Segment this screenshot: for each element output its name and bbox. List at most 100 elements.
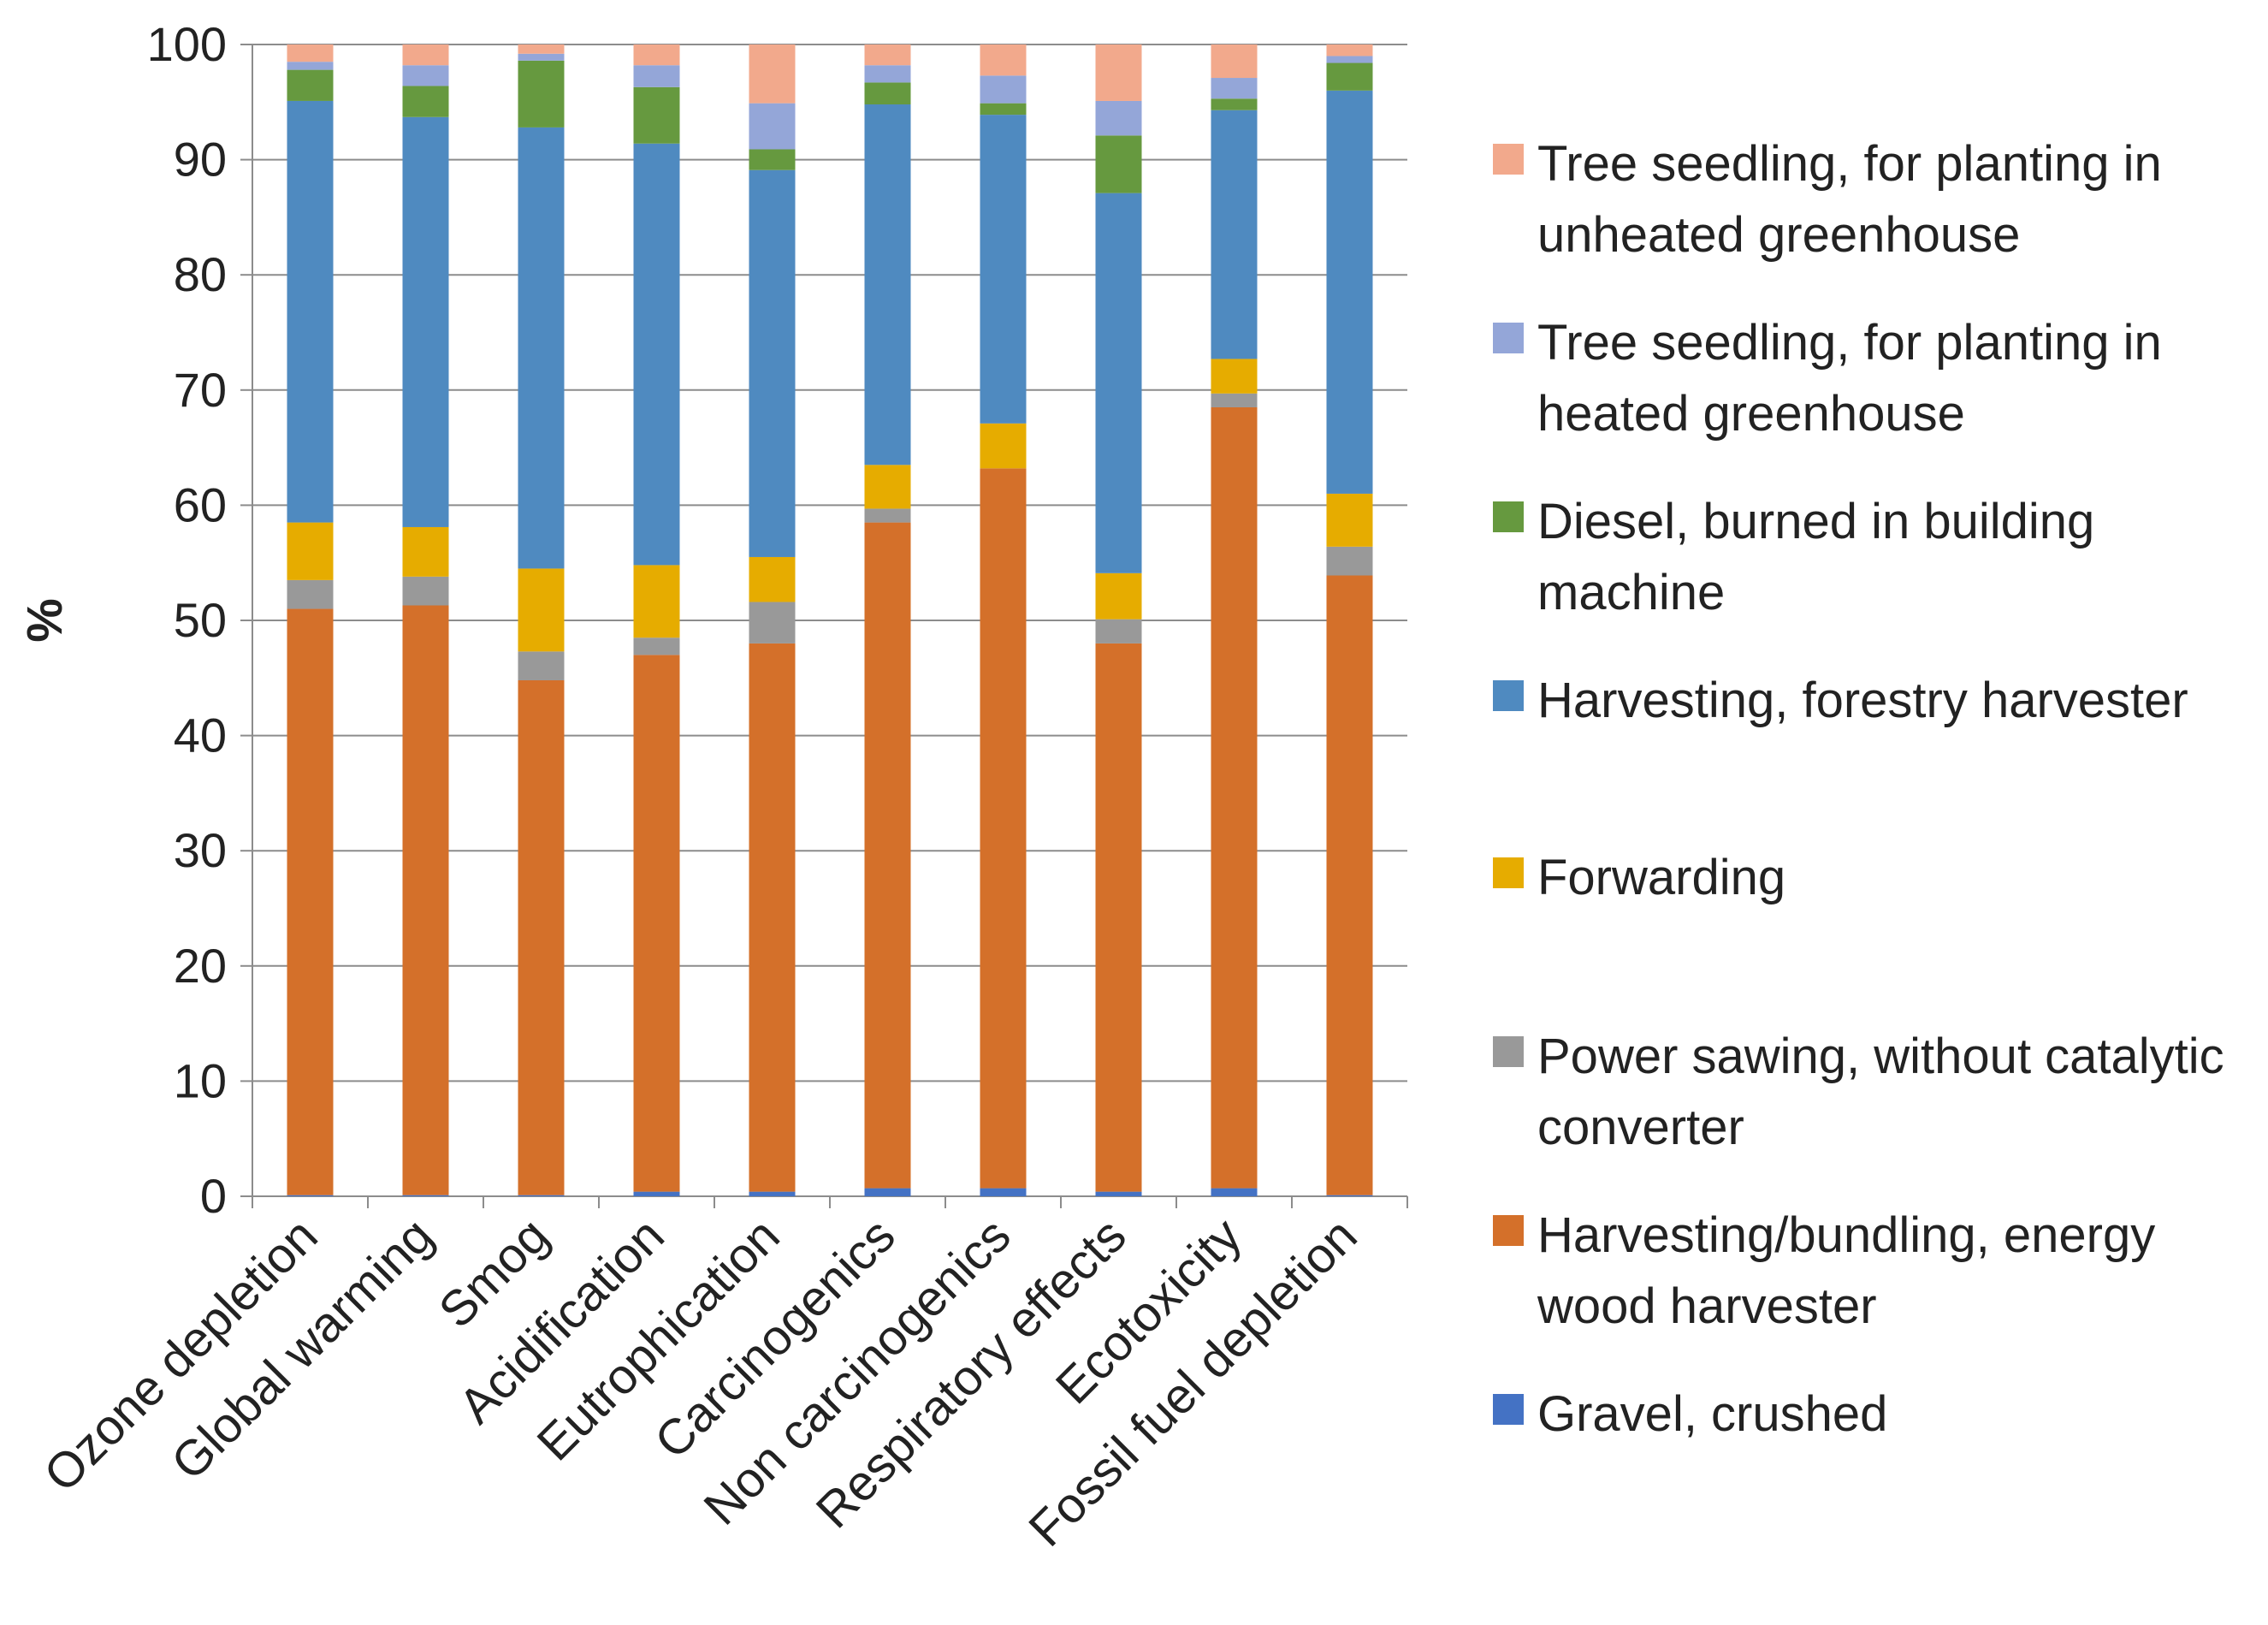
- bar-segment: [1211, 359, 1258, 394]
- bar-segment: [518, 651, 565, 680]
- bar-segment: [749, 169, 796, 557]
- bar-segment: [633, 65, 680, 87]
- bar-segment: [518, 53, 565, 61]
- legend-item: Gravel, crushed: [1493, 1379, 2263, 1450]
- bar-segment: [1211, 44, 1258, 79]
- bar-segment: [287, 100, 334, 523]
- bar-segment: [1326, 44, 1373, 56]
- bar-segment: [749, 1191, 796, 1196]
- bar-segment: [1095, 619, 1142, 643]
- bar-segment: [1326, 1195, 1373, 1196]
- legend-label: Tree seedling, for planting in unheated …: [1537, 136, 2162, 263]
- bar-segment: [864, 522, 911, 1189]
- legend-swatch: [1493, 857, 1524, 888]
- bar-segment: [518, 568, 565, 652]
- bar-segment: [1095, 100, 1142, 136]
- bar-segment: [1095, 572, 1142, 620]
- bar-segment: [980, 423, 1027, 469]
- legend-label: Diesel, burned in building machine: [1537, 494, 2095, 620]
- bar-segment: [980, 1188, 1027, 1196]
- bar-segment: [864, 44, 911, 66]
- legend-swatch: [1493, 323, 1524, 353]
- bar-segment: [633, 638, 680, 655]
- bar-segment: [1326, 546, 1373, 576]
- bar-segment: [749, 602, 796, 643]
- bar-segment: [287, 1195, 334, 1196]
- bar-segment: [1211, 393, 1258, 407]
- bar-segment: [1211, 1188, 1258, 1196]
- bar-segment: [1095, 643, 1142, 1192]
- bar-segment: [287, 69, 334, 101]
- bar-segment: [633, 86, 680, 144]
- bar-segment: [980, 103, 1027, 116]
- y-tick-label: 20: [174, 939, 227, 993]
- bar-segment: [1211, 78, 1258, 99]
- bar-segment: [1095, 135, 1142, 193]
- y-tick-label: 10: [174, 1053, 227, 1107]
- legend-item: Tree seedling, for planting in heated gr…: [1493, 307, 2263, 449]
- y-tick-label: 60: [174, 477, 227, 531]
- legend-label: Forwarding: [1537, 850, 1786, 905]
- bar-segment: [749, 103, 796, 150]
- bar-segment: [980, 75, 1027, 104]
- bar-segment: [864, 104, 911, 466]
- bar-segment: [1326, 62, 1373, 91]
- y-tick-label: 30: [174, 823, 227, 877]
- bar-segment: [864, 508, 911, 523]
- bar-segment: [633, 143, 680, 566]
- legend-swatch: [1493, 144, 1524, 175]
- bar-segment: [402, 44, 449, 66]
- bar-segment: [287, 62, 334, 70]
- legend-item: Harvesting/bundling, energy wood harvest…: [1493, 1200, 2263, 1342]
- bar-segment: [518, 127, 565, 569]
- bar-segment: [749, 149, 796, 170]
- legend-label: Harvesting/bundling, energy wood harvest…: [1537, 1207, 2156, 1334]
- y-tick-label: 0: [200, 1169, 227, 1223]
- bar-segment: [518, 679, 565, 1195]
- bar-segment: [402, 605, 449, 1195]
- bar-segment: [402, 576, 449, 606]
- bar-segment: [980, 468, 1027, 1189]
- legend-swatch: [1493, 1036, 1524, 1067]
- bar-segment: [402, 526, 449, 577]
- bar-segment: [1326, 575, 1373, 1195]
- bar-segment: [287, 522, 334, 580]
- bar-segment: [864, 465, 911, 509]
- legend-label: Power sawing, without catalytic converte…: [1537, 1029, 2224, 1155]
- legend-item: Harvesting, forestry harvester: [1493, 665, 2263, 736]
- y-tick-label: 90: [174, 133, 227, 187]
- legend-item: Tree seedling, for planting in unheated …: [1493, 128, 2263, 270]
- bar-segment: [402, 116, 449, 527]
- legend-swatch: [1493, 680, 1524, 711]
- y-tick-label: 80: [174, 247, 227, 301]
- bar-segment: [749, 643, 796, 1192]
- bar-segment: [633, 655, 680, 1192]
- y-tick-label: 40: [174, 709, 227, 762]
- bar-segment: [633, 565, 680, 638]
- bar-segment: [402, 86, 449, 117]
- y-tick-label: 50: [174, 593, 227, 647]
- bar-segment: [287, 579, 334, 609]
- bar-segment: [633, 1191, 680, 1196]
- bar-segment: [1211, 406, 1258, 1189]
- bar-segment: [633, 44, 680, 66]
- bar-segment: [287, 44, 334, 62]
- y-axis-title: %: [17, 598, 73, 643]
- bar-segment: [1326, 90, 1373, 494]
- bar-segment: [864, 1188, 911, 1196]
- bar-segment: [1211, 110, 1258, 359]
- legend-swatch: [1493, 501, 1524, 532]
- bar-segment: [402, 1195, 449, 1196]
- bar-segment: [980, 115, 1027, 424]
- bar-segment: [518, 44, 565, 54]
- bar-segment: [1095, 193, 1142, 573]
- bar-segment: [864, 82, 911, 104]
- bar-segment: [749, 44, 796, 104]
- bar-segment: [1095, 1191, 1142, 1196]
- bar-segment: [1326, 493, 1373, 547]
- legend-swatch: [1493, 1394, 1524, 1425]
- legend-label: Tree seedling, for planting in heated gr…: [1537, 315, 2162, 442]
- bar-segment: [518, 60, 565, 128]
